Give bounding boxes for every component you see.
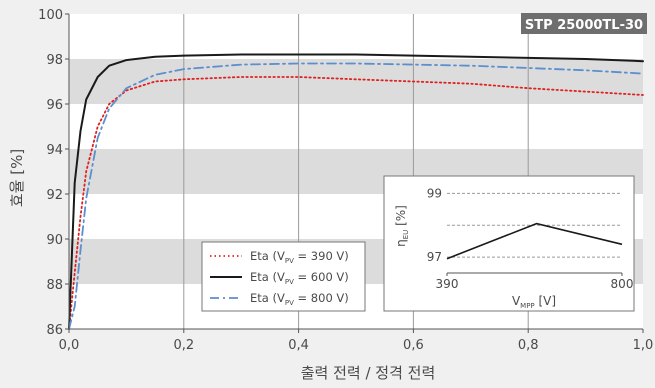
series-lines: [68, 53, 644, 330]
y-tick-labels: 86 88 90 92 94 96 98 100: [38, 8, 69, 338]
x-tick-label: 1,0: [633, 338, 654, 353]
series-line-3: [68, 62, 644, 330]
inset-y-tick-label: 97: [427, 250, 442, 264]
legend-label-1: Eta (VPV = 390 V): [250, 249, 349, 265]
inset-chart: 99 97 390 800 VMPP [V] ηEU [%]: [383, 175, 635, 312]
y-tick-label: 98: [46, 53, 63, 68]
y-tick-label: 90: [46, 233, 63, 248]
inset-y-axis-label: ηEU [%]: [394, 205, 410, 247]
y-tick-label: 92: [46, 188, 63, 203]
x-tick-label: 0,4: [288, 338, 309, 353]
inset-box: [383, 175, 635, 312]
y-tick-label: 86: [46, 323, 63, 338]
y-tick-label: 94: [46, 143, 63, 158]
legend: Eta (VPV = 390 V) Eta (VPV = 600 V) Eta (V…: [201, 241, 366, 312]
inset-x-tick-label: 800: [611, 277, 634, 291]
grey-band: [69, 59, 643, 104]
x-tick-labels: 0,0 0,2 0,4 0,6 0,8 1,0: [59, 329, 654, 353]
model-badge: STP 25000TL-30: [521, 13, 647, 34]
legend-label-3: Eta (VPV = 800 V): [250, 291, 349, 307]
legend-label-2: Eta (VPV = 600 V): [250, 270, 349, 286]
y-tick-label: 96: [46, 98, 63, 113]
y-tick-label: 100: [38, 8, 63, 23]
x-tick-label: 0,0: [59, 338, 80, 353]
model-badge-background: [521, 13, 647, 34]
series-line-1: [68, 76, 644, 330]
y-tick-label: 88: [46, 278, 63, 293]
model-badge-text: STP 25000TL-30: [525, 18, 643, 33]
inset-eu-line: [446, 222, 623, 260]
x-axis-label: 출력 전력 / 정격 전력: [301, 364, 436, 382]
x-tick-label: 0,8: [518, 338, 539, 353]
inset-x-tick-label: 390: [436, 277, 459, 291]
axes: [68, 14, 643, 330]
inset-x-axis-label: VMPP [V]: [512, 294, 556, 310]
x-tick-label: 0,6: [403, 338, 424, 353]
series-line-2: [68, 53, 644, 330]
x-tick-label: 0,2: [173, 338, 194, 353]
inset-y-tick-label: 99: [427, 186, 442, 200]
y-axis-label: 효율 [%]: [8, 149, 26, 207]
